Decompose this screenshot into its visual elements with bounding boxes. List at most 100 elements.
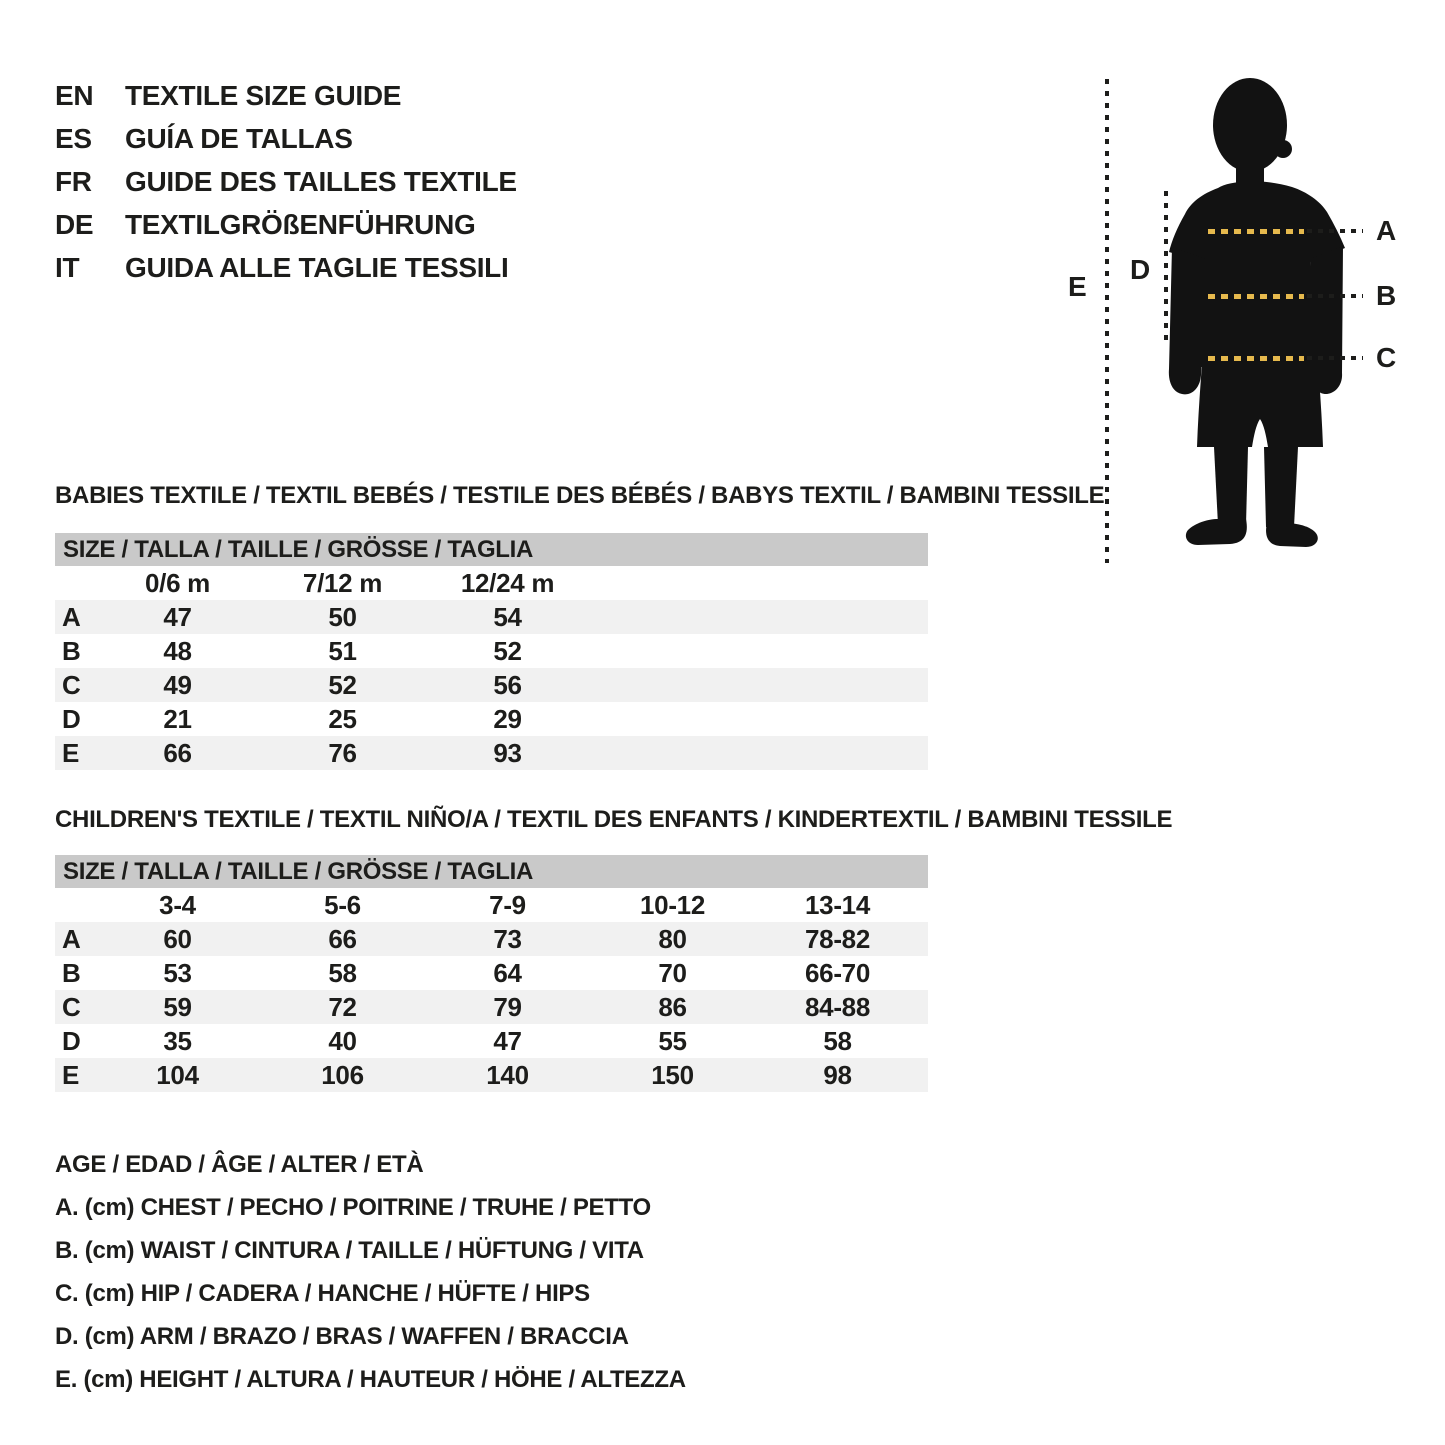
size-value-cell: 50 [328,601,357,632]
hip-line-C-yellow-dashes [1208,356,1304,361]
waist-line-B-yellow-dashes [1208,294,1304,299]
row-label: E [62,737,80,768]
table-row: A 47 50 54 [55,600,928,634]
size-value-cell: 93 [493,737,522,768]
column-header-row: 0/6 m 7/12 m 12/24 m [55,566,928,600]
chest-line-A-yellow-dashes [1208,229,1304,234]
size-value-cell: 56 [493,669,522,700]
language-title: GUÍA DE TALLAS [125,122,353,154]
size-value-cell: 86 [658,991,687,1022]
table-row: A 60 66 73 80 78-82 [55,922,928,956]
language-title: GUIDE DES TAILLES TEXTILE [125,165,517,197]
child-silhouette [1168,78,1345,547]
row-label: E [62,1059,80,1090]
legend-line: E. (cm) HEIGHT / ALTURA / HAUTEUR / HÖHE… [55,1365,686,1393]
table-row: B 48 51 52 [55,634,928,668]
row-label: D [62,1025,81,1056]
size-value-cell: 53 [163,957,192,988]
row-label: C [62,669,81,700]
size-value-cell: 59 [163,991,192,1022]
size-value-cell: 60 [163,923,192,954]
size-value-cell: 55 [658,1025,687,1056]
size-value-cell: 58 [823,1025,852,1056]
language-code: IT [55,251,80,283]
language-code: DE [55,208,94,240]
size-value-cell: 21 [163,703,192,734]
figure-label-E: E [1068,271,1087,302]
size-value-cell: 106 [321,1059,364,1090]
size-value-cell: 150 [651,1059,694,1090]
measurement-legend: AGE / EDAD / ÂGE / ALTER / ETÀ A. (cm) CH… [55,1143,686,1401]
legend-line: C. (cm) HIP / CADERA / HANCHE / HÜFTE / … [55,1279,590,1307]
size-value-cell: 66-70 [805,957,870,988]
size-value-cell: 64 [493,957,522,988]
size-value-cell: 47 [493,1025,522,1056]
table-row: B 53 58 64 70 66-70 [55,956,928,990]
size-column-header: 10-12 [640,889,705,920]
table-row: D 35 40 47 55 58 [55,1024,928,1058]
size-column-header: 7-9 [489,889,526,920]
legend-line: AGE / EDAD / ÂGE / ALTER / ETÀ [55,1150,424,1178]
language-row: IT GUIDA ALLE TAGLIE TESSILI [55,246,517,289]
legend-line: B. (cm) WAIST / CINTURA / TAILLE / HÜFTU… [55,1236,644,1264]
size-value-cell: 48 [163,635,192,666]
size-value-cell: 80 [658,923,687,954]
column-header-row: 3-4 5-6 7-9 10-12 13-14 [55,888,928,922]
size-value-cell: 40 [328,1025,357,1056]
size-value-cell: 51 [328,635,357,666]
language-title: TEXTILE SIZE GUIDE [125,79,402,111]
table-row: C 59 72 79 86 84-88 [55,990,928,1024]
size-column-header: 5-6 [324,889,361,920]
size-value-cell: 52 [493,635,522,666]
size-value-cell: 35 [163,1025,192,1056]
figure-label-B: B [1376,280,1396,311]
size-value-cell: 54 [493,601,522,632]
babies-size-header-band: SIZE / TALLA / TAILLE / GRÖSSE / TAGLIA [55,533,928,566]
language-title-block: EN TEXTILE SIZE GUIDE ES GUÍA DE TALLAS FR GU… [55,74,517,289]
size-value-cell: 72 [328,991,357,1022]
size-value-cell: 79 [493,991,522,1022]
figure-label-C: C [1376,342,1396,373]
size-value-cell: 66 [163,737,192,768]
arm-measure-line-D [1164,191,1168,344]
size-column-header: 12/24 m [460,567,555,598]
language-row: DE TEXTILGRÖßENFÜHRUNG [55,203,517,246]
language-row: FR GUIDE DES TAILLES TEXTILE [55,160,517,203]
language-title: TEXTILGRÖßENFÜHRUNG [125,208,476,240]
hip-line-C-dots [1307,356,1363,360]
size-value-cell: 73 [493,923,522,954]
size-column-header: 13-14 [805,889,870,920]
children-section-title: CHILDREN'S TEXTILE / TEXTIL NIÑO/A / TEX… [55,806,1173,833]
language-row: ES GUÍA DE TALLAS [55,117,517,160]
legend-line: A. (cm) CHEST / PECHO / POITRINE / TRUHE… [55,1193,651,1221]
chest-line-A-dots [1307,229,1363,233]
size-value-cell: 49 [163,669,192,700]
row-label: A [62,923,81,954]
language-code: ES [55,122,92,154]
row-label: B [62,635,81,666]
size-value-cell: 29 [493,703,522,734]
size-value-cell: 25 [328,703,357,734]
children-size-header-band: SIZE / TALLA / TAILLE / GRÖSSE / TAGLIA [55,855,928,888]
size-value-cell: 76 [328,737,357,768]
babies-size-table: 0/6 m 7/12 m 12/24 m A 47 50 54 B 48 51 52 C 49 52 56 D… [55,566,928,770]
row-label: A [62,601,81,632]
size-value-cell: 58 [328,957,357,988]
waist-line-B-dots [1307,294,1363,298]
size-value-cell: 66 [328,923,357,954]
table-row: E 66 76 93 [55,736,928,770]
size-value-cell: 52 [328,669,357,700]
height-measure-line-E [1105,79,1109,563]
language-row: EN TEXTILE SIZE GUIDE [55,74,517,117]
size-value-cell: 140 [486,1059,529,1090]
size-column-header: 0/6 m [145,567,210,598]
table-row: C 49 52 56 [55,668,928,702]
row-label: B [62,957,81,988]
children-size-table: 3-4 5-6 7-9 10-12 13-14 A 60 66 73 80 78-82 B 53 58 64… [55,888,928,1092]
table-row: E 104 106 140 150 98 [55,1058,928,1092]
size-value-cell: 70 [658,957,687,988]
row-label: D [62,703,81,734]
size-column-header: 3-4 [159,889,196,920]
legend-line: D. (cm) ARM / BRAZO / BRAS / WAFFEN / BR… [55,1322,629,1350]
